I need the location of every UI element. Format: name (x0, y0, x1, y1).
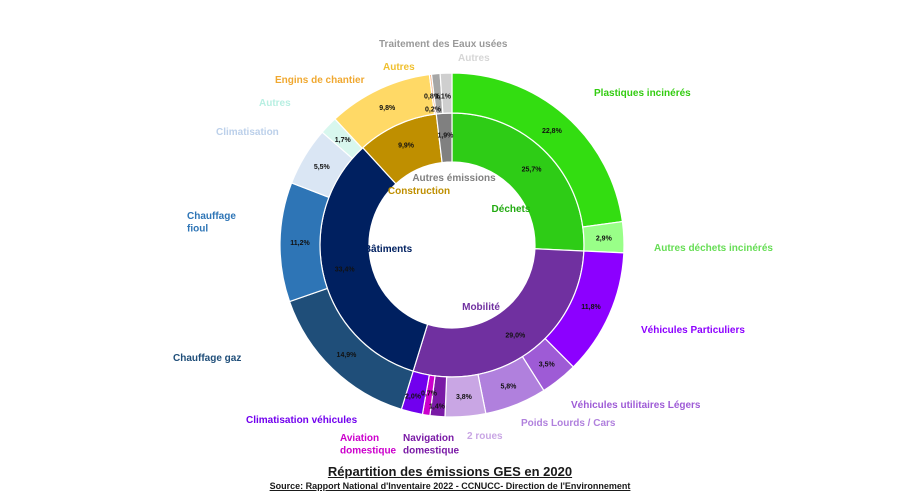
outer-value-label-12: 1,7% (335, 137, 352, 144)
outer-value-label-1: 2,9% (596, 236, 613, 243)
outer-category-label-15: Traitement des Eaux usées (379, 39, 508, 50)
outer-category-label-12: Autres (259, 98, 291, 109)
outer-value-label-8: 2,0% (405, 394, 422, 401)
outer-category-label-8: Climatisation véhicules (246, 415, 358, 426)
outer-category-label-4: Poids Lourds / Cars (521, 418, 616, 429)
outer-value-label-14: 0,2% (425, 107, 442, 114)
inner-value-label-0: 25,7% (522, 167, 543, 174)
outer-value-label-7: 0,7% (421, 391, 438, 398)
outer-category-label-3: Véhicules utilitaires Légers (571, 400, 701, 411)
outer-category-label-16: Autres (458, 53, 490, 64)
outer-category-label-1: Autres déchets incinérés (654, 243, 773, 254)
outer-value-label-11: 5,5% (314, 164, 331, 171)
outer-category-label-7: Aviation domestique (340, 433, 397, 457)
outer-value-label-0: 22,8% (542, 128, 563, 135)
inner-category-label-1: Mobilité (462, 302, 500, 313)
outer-slice-16 (439, 72, 453, 114)
outer-value-label-4: 5,8% (500, 384, 517, 391)
outer-value-label-10: 11,2% (290, 240, 310, 247)
outer-value-label-5: 3,8% (456, 394, 473, 401)
outer-value-label-2: 11,8% (581, 304, 601, 311)
outer-category-label-5: 2 roues (467, 431, 503, 442)
chart-source: Source: Rapport National d'Inventaire 20… (269, 481, 631, 491)
outer-category-label-13: Autres (383, 62, 415, 73)
outer-category-label-9: Chauffage gaz (173, 353, 241, 364)
outer-value-label-3: 3,5% (539, 361, 556, 368)
inner-category-label-2: Bâtiments (364, 244, 413, 255)
outer-value-label-16: 1,1% (435, 94, 452, 101)
outer-value-label-13: 9,8% (379, 105, 396, 112)
outer-value-label-9: 14,9% (337, 352, 358, 359)
outer-category-label-2: Véhicules Particuliers (641, 325, 745, 336)
inner-value-label-3: 9,9% (398, 143, 415, 150)
inner-value-label-4: 1,9% (437, 133, 454, 140)
outer-category-label-11: Climatisation (216, 127, 279, 138)
inner-category-label-0: Déchets (492, 204, 531, 215)
inner-category-label-4: Autres émissions (412, 173, 496, 184)
outer-value-label-15: 0,8% (424, 94, 441, 101)
chart-title: Répartition des émissions GES en 2020 (327, 464, 573, 479)
outer-category-label-0: Plastiques incinérés (594, 88, 691, 99)
inner-value-label-2: 33,4% (335, 267, 356, 274)
outer-category-label-14: Engins de chantier (275, 75, 365, 86)
outer-category-label-10: Chauffage fioul (187, 211, 236, 235)
outer-value-label-6: 1,4% (429, 404, 446, 411)
inner-value-label-1: 29,0% (505, 332, 526, 339)
outer-category-label-6: Navigation domestique (403, 433, 460, 457)
inner-category-label-3: Construction (388, 186, 450, 197)
